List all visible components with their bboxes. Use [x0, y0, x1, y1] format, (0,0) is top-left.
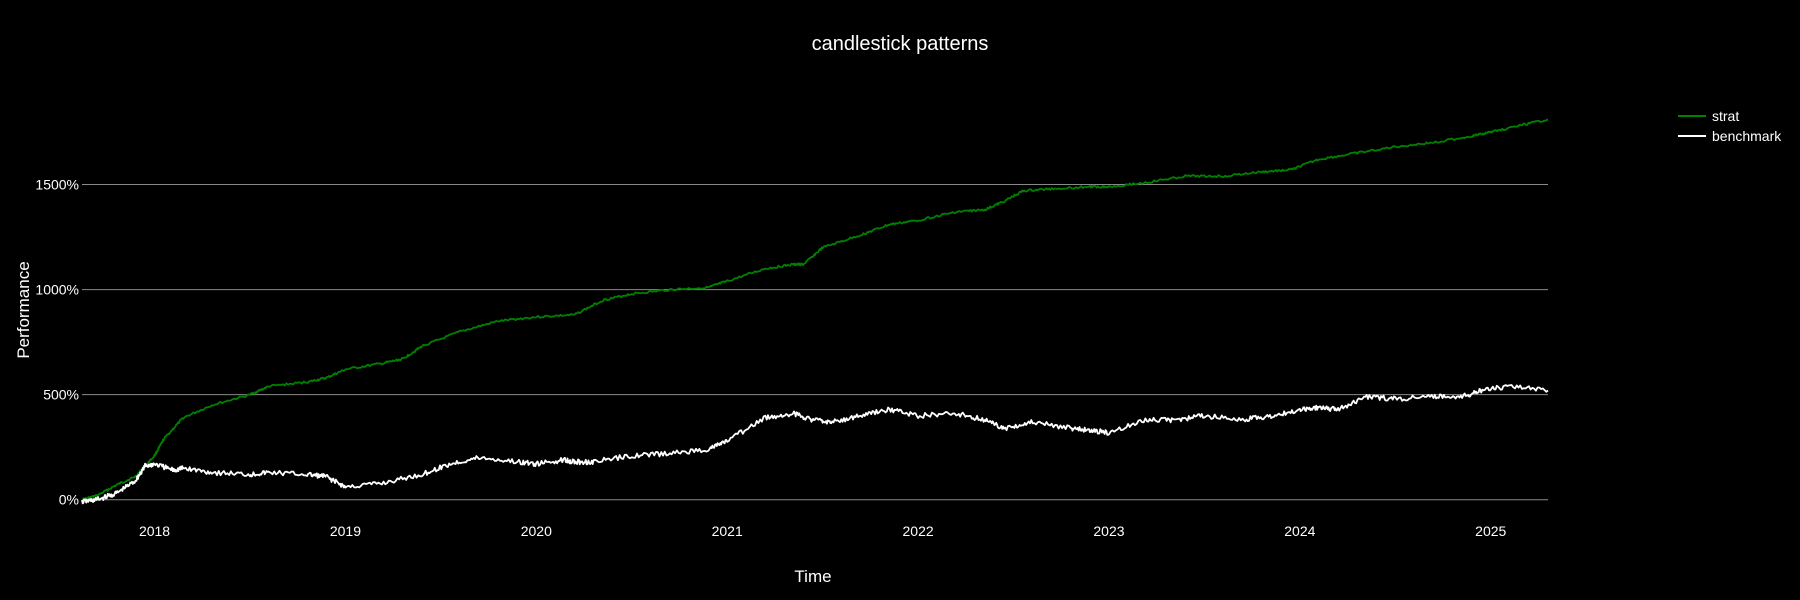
- legend-label: strat: [1712, 108, 1739, 124]
- x-tick-label: 2020: [521, 523, 552, 539]
- x-tick-label: 2022: [903, 523, 934, 539]
- grid-lines: [82, 184, 1548, 501]
- y-axis-title: Performance: [14, 261, 33, 358]
- x-tick-label: 2025: [1475, 523, 1506, 539]
- x-tick-label: 2018: [139, 523, 170, 539]
- x-tick-label: 2023: [1093, 523, 1124, 539]
- legend-item-strat[interactable]: strat: [1678, 108, 1739, 124]
- x-tick-label: 2024: [1284, 523, 1315, 539]
- y-tick-label: 500%: [43, 387, 79, 403]
- x-tick-label: 2019: [330, 523, 361, 539]
- y-tick-label: 0%: [59, 492, 79, 508]
- series-lines: [81, 118, 1549, 505]
- x-axis-title: Time: [794, 567, 831, 586]
- y-tick-label: 1500%: [35, 177, 79, 193]
- legend-item-benchmark[interactable]: benchmark: [1678, 128, 1782, 144]
- series-line-strat: [81, 118, 1549, 502]
- legend-label: benchmark: [1712, 128, 1782, 144]
- x-axis-ticks: 2018 2019 2020 2021 2022 2023 2024 2025: [139, 523, 1507, 539]
- chart-title: candlestick patterns: [812, 33, 989, 55]
- series-line-benchmark: [81, 384, 1549, 505]
- y-axis-ticks: 0% 500% 1000% 1500%: [35, 177, 79, 508]
- y-tick-label: 1000%: [35, 282, 79, 298]
- legend[interactable]: strat benchmark: [1678, 108, 1782, 144]
- x-tick-label: 2021: [712, 523, 743, 539]
